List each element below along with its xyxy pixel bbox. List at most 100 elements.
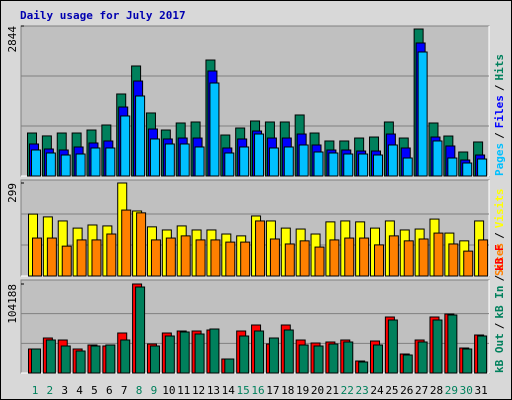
bar [106, 233, 117, 277]
bar [448, 243, 459, 277]
bar [75, 350, 86, 374]
chart-title: Daily usage for July 2017 [20, 9, 186, 22]
bar [120, 115, 131, 177]
bar [447, 314, 458, 374]
x-tick-label: 26 [400, 384, 413, 397]
bar [180, 235, 191, 277]
bar [224, 358, 235, 374]
x-tick-label: 24 [370, 384, 384, 397]
bar [314, 246, 325, 277]
bar [359, 237, 370, 277]
legend: kB Out / kB In / kB F [493, 244, 506, 373]
x-tick-label: 15 [237, 384, 250, 397]
bar [31, 348, 41, 374]
bar [463, 250, 474, 277]
bar [283, 329, 294, 374]
bar [195, 239, 206, 277]
legend: Pages / Files / Hits [493, 54, 506, 176]
bar [254, 133, 265, 177]
bar [477, 158, 488, 177]
y-tick-label: 104188 [6, 284, 19, 324]
bar [105, 344, 116, 374]
bar [432, 140, 443, 177]
bar [194, 333, 205, 374]
x-tick-label: 18 [281, 384, 294, 397]
x-tick-label: 20 [311, 384, 324, 397]
bar [284, 243, 295, 277]
bar [358, 153, 369, 177]
bar [373, 344, 384, 374]
legend-entry: Visits [493, 189, 506, 229]
y-tick-label: 299 [6, 183, 19, 203]
legend: Sites / Visits [493, 189, 506, 277]
bar [374, 244, 385, 277]
bar [299, 240, 310, 277]
legend-entry: kB F [493, 244, 506, 271]
bar [45, 152, 56, 177]
bar [121, 209, 132, 277]
bar [418, 238, 429, 277]
legend-entry: Files [493, 95, 506, 128]
x-tick-label: 21 [326, 384, 339, 397]
x-tick-label: 16 [251, 384, 264, 397]
legend-entry: kB Out [493, 333, 506, 373]
x-tick-label: 30 [460, 384, 473, 397]
x-tick-label: 22 [341, 384, 354, 397]
bar [61, 245, 72, 277]
x-tick-label: 17 [266, 384, 279, 397]
bar [329, 239, 340, 277]
bar [165, 237, 176, 277]
bar [328, 152, 339, 177]
bar [269, 238, 280, 277]
bar [120, 339, 131, 374]
bar [45, 339, 56, 374]
bar [387, 144, 398, 177]
bar [283, 146, 294, 177]
bar [313, 345, 324, 374]
bar [136, 212, 147, 277]
bar [268, 147, 279, 177]
x-tick-label: 4 [76, 384, 83, 397]
bar [76, 239, 87, 277]
bar [150, 239, 161, 277]
bar [149, 345, 160, 374]
bar [298, 144, 309, 177]
bar [477, 335, 488, 374]
x-tick-label: 7 [121, 384, 128, 397]
x-tick-label: 14 [222, 384, 236, 397]
bar [60, 345, 71, 374]
bar [149, 138, 160, 177]
x-tick-label: 13 [207, 384, 220, 397]
x-tick-label: 11 [177, 384, 190, 397]
bar [90, 345, 101, 374]
bar [135, 95, 146, 177]
bar [254, 330, 265, 374]
bar [402, 157, 413, 177]
x-tick-label: 9 [151, 384, 158, 397]
bar [239, 146, 250, 177]
x-tick-label: 5 [91, 384, 98, 397]
x-tick-label: 10 [162, 384, 175, 397]
bar [313, 151, 324, 177]
legend-separator: / [493, 84, 506, 91]
bar [90, 147, 101, 177]
bar [32, 237, 42, 277]
bar [91, 239, 102, 277]
bar [388, 235, 399, 277]
bar [31, 149, 41, 177]
x-tick-label: 1 [32, 384, 39, 397]
bar [268, 337, 279, 374]
legend-entry: Sites [493, 243, 506, 276]
x-tick-label: 28 [430, 384, 443, 397]
bar [224, 152, 235, 177]
bar [298, 344, 309, 374]
bar [373, 154, 384, 177]
legend-separator: / [493, 232, 506, 239]
bar [403, 240, 414, 277]
bar [343, 153, 354, 177]
bar [478, 239, 489, 277]
x-tick-label: 27 [415, 384, 428, 397]
bar [433, 232, 444, 277]
bar [135, 286, 146, 374]
